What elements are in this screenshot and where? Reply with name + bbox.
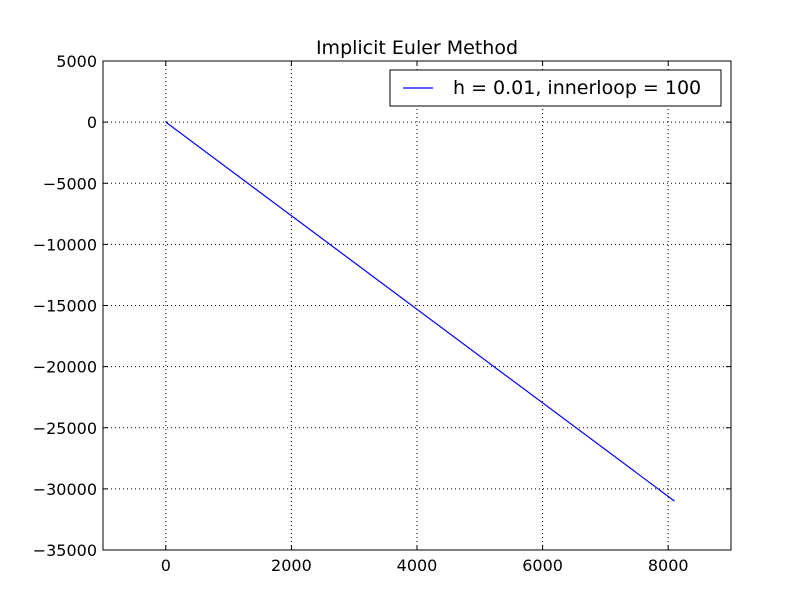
y-tick-labels: 5000 0 −5000 −10000 −15000 −20000 −25000 −30000… xyxy=(33,52,97,560)
y-tick-label: −35000 xyxy=(33,541,97,560)
y-tick-label: −25000 xyxy=(33,419,97,438)
series-line xyxy=(165,121,675,502)
tick-marks xyxy=(103,60,731,551)
legend: h = 0.01, innerloop = 100 xyxy=(389,69,722,107)
y-tick-label: −30000 xyxy=(33,480,97,499)
x-tick-labels: 0 2000 4000 6000 8000 xyxy=(161,556,689,575)
y-tick-label: 5000 xyxy=(56,52,97,71)
x-tick-label: 6000 xyxy=(522,556,563,575)
y-tick-label: −5000 xyxy=(43,174,97,193)
legend-box xyxy=(389,69,722,107)
y-tick-label: −10000 xyxy=(33,235,97,254)
series-layer xyxy=(165,121,675,502)
x-tick-label: 2000 xyxy=(271,556,312,575)
y-tick-label: −20000 xyxy=(33,358,97,377)
y-tick-label: −15000 xyxy=(33,297,97,316)
grid-lines xyxy=(103,60,731,551)
x-tick-label: 0 xyxy=(161,556,171,575)
x-tick-label: 4000 xyxy=(397,556,438,575)
chart-title: Implicit Euler Method xyxy=(316,37,518,59)
legend-label: h = 0.01, innerloop = 100 xyxy=(453,77,701,99)
x-tick-label: 8000 xyxy=(648,556,689,575)
y-tick-label: 0 xyxy=(87,113,97,132)
